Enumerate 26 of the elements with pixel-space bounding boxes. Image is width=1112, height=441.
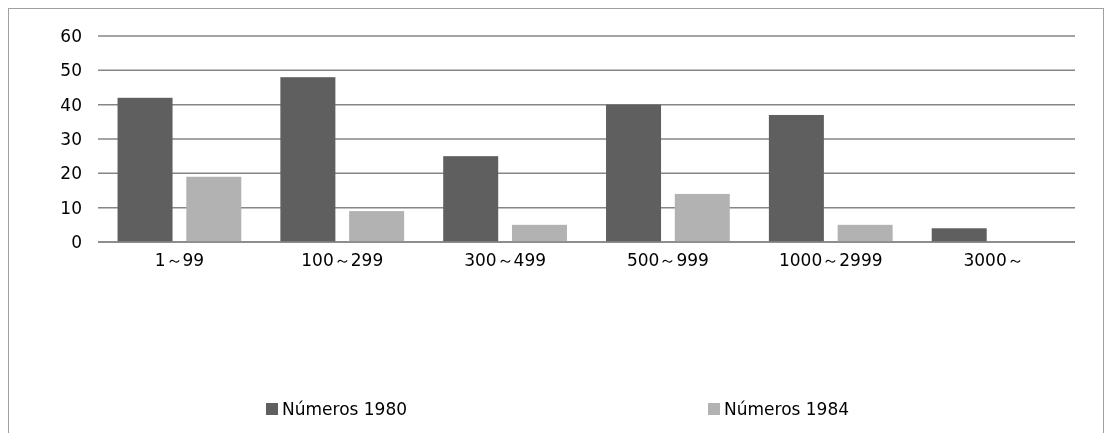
bar [186,176,242,242]
x-tick-label: 100～299 [301,250,384,270]
bar [511,224,567,242]
bar [280,77,336,242]
x-tick-label: 3000～ [963,250,1024,270]
bar [606,104,662,242]
legend-label: Números 1984 [724,399,850,419]
y-tick-label: 40 [60,94,82,115]
y-tick-label: 30 [60,128,82,149]
y-tick-label: 50 [60,60,82,81]
y-tick-label: 0 [71,231,82,252]
bar [768,114,824,242]
bar [931,228,987,242]
y-tick-label: 10 [60,197,82,218]
legend-label: Números 1980 [282,399,408,419]
bar [117,97,173,242]
x-tick-label: 1000～2999 [778,250,883,270]
bar [349,211,405,242]
bar [837,224,893,242]
y-tick-label: 20 [60,163,82,184]
x-tick-label: 500～999 [626,250,709,270]
x-tick-label: 1～99 [154,250,205,270]
y-tick-label: 60 [60,25,82,46]
bar [443,156,499,242]
bar [674,193,730,242]
x-tick-label: 300～499 [464,250,547,270]
